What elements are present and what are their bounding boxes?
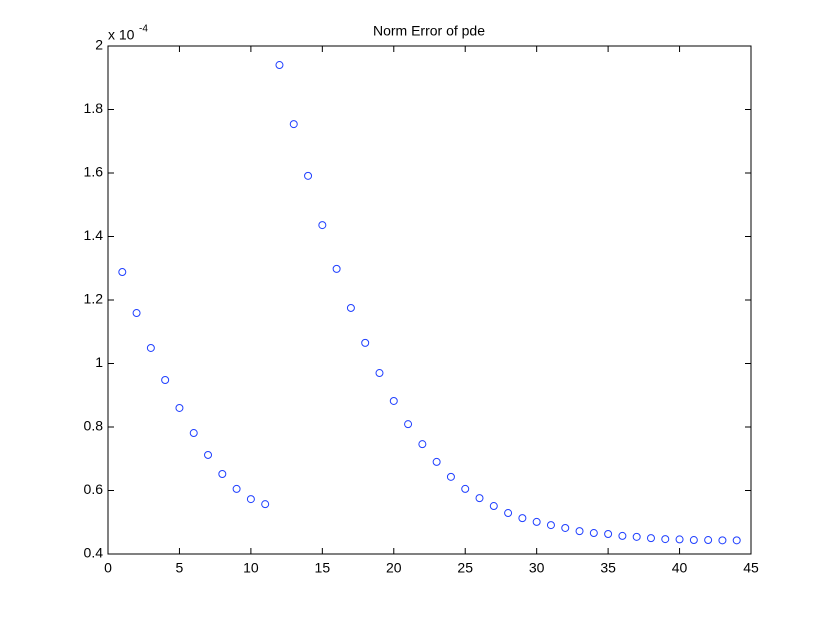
point [389, 396, 398, 405]
point [175, 403, 184, 412]
point [518, 514, 527, 523]
x-tick-label: 40 [672, 560, 688, 576]
point [546, 521, 555, 530]
point [575, 527, 584, 536]
x-tick-label: 0 [104, 560, 112, 576]
point [589, 529, 598, 538]
x-tick-label: 35 [600, 560, 616, 576]
y-tick-label: 0.4 [84, 545, 104, 561]
point [346, 303, 355, 312]
point [204, 450, 213, 459]
point [475, 494, 484, 503]
point [289, 120, 298, 129]
x-tick-label: 45 [743, 560, 759, 576]
point [246, 495, 255, 504]
point [232, 484, 241, 493]
point [504, 509, 513, 518]
y-tick-label: 1.2 [84, 291, 104, 307]
point [689, 536, 698, 545]
point [161, 376, 170, 385]
point [404, 420, 413, 429]
point [418, 440, 427, 449]
point [446, 472, 455, 481]
point [332, 264, 341, 273]
y-tick-label: 0.8 [84, 418, 104, 434]
point [432, 457, 441, 466]
x-tick-label: 25 [457, 560, 473, 576]
point [646, 534, 655, 543]
point [318, 221, 327, 230]
point [661, 535, 670, 544]
point [604, 529, 613, 538]
point [132, 309, 141, 318]
point [489, 502, 498, 511]
y-tick-label: 0.6 [84, 481, 104, 497]
x-tick-label: 10 [243, 560, 259, 576]
x-tick-label: 30 [529, 560, 545, 576]
plot-frame [107, 45, 752, 555]
point [189, 429, 198, 438]
point [261, 500, 270, 509]
point [375, 369, 384, 378]
x-tick-label: 20 [386, 560, 402, 576]
x-tick-label: 5 [176, 560, 184, 576]
chart-title: Norm Error of pde [373, 23, 485, 39]
y-tick-label: 1.6 [84, 164, 104, 180]
point [632, 532, 641, 541]
y-multiplier: x 10 [108, 27, 135, 43]
point [675, 535, 684, 544]
point [461, 484, 470, 493]
y-multiplier-exponent: -4 [139, 24, 148, 35]
x-tick-label: 15 [315, 560, 331, 576]
y-tick-label: 1.4 [84, 227, 104, 243]
point [146, 343, 155, 352]
point [618, 531, 627, 540]
point [118, 268, 127, 277]
point [704, 536, 713, 545]
y-tick-label: 1.8 [84, 100, 104, 116]
point [218, 469, 227, 478]
point [304, 171, 313, 180]
point [718, 536, 727, 545]
point [561, 523, 570, 532]
y-tick-label: 2 [95, 37, 103, 53]
point [275, 61, 284, 70]
y-tick-label: 1 [95, 354, 103, 370]
point [532, 517, 541, 526]
point [732, 536, 741, 545]
point [361, 338, 370, 347]
